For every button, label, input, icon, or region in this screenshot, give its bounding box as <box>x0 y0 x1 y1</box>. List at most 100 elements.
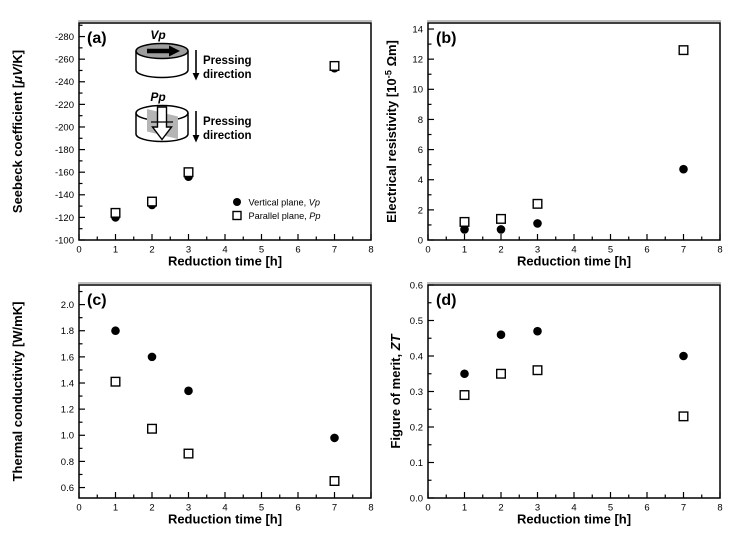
data-point-pp-x1 <box>110 376 121 387</box>
pp-down-arrow <box>151 106 173 141</box>
legend-label: Parallel plane, Pp <box>249 211 321 221</box>
panel-a: 0 1 2 3 4 5 6 7 8 -280 -260 -240 -220 -200 -180 -160 -14… <box>10 20 374 269</box>
data-point-pp-x1 <box>110 207 121 218</box>
data-point-vp-x7 <box>330 433 339 443</box>
data-point-vp-x3 <box>184 386 193 396</box>
legend-open-square-icon <box>232 210 242 221</box>
y-tick-label: -120 <box>55 213 74 224</box>
data-point-pp-x2 <box>496 368 507 379</box>
x-tick-label: 6 <box>295 245 300 256</box>
y-tick-label: 0.4 <box>410 351 423 362</box>
data-point-vp-x2 <box>496 225 506 234</box>
data-point-pp-x3 <box>183 448 194 459</box>
y-tick-label: 2.0 <box>61 300 74 311</box>
x-tick-label: 3 <box>186 245 191 256</box>
plot-box <box>427 284 721 499</box>
y-tick-label: 0.6 <box>410 280 423 291</box>
pressing-direction-text: Pressing <box>203 116 252 128</box>
x-tick-label: 2 <box>149 245 154 256</box>
x-tick-label: 8 <box>368 503 373 514</box>
y-tick-label: 0.1 <box>410 458 423 469</box>
data-point-pp-x3 <box>532 198 543 209</box>
x-tick-label: 6 <box>644 245 649 256</box>
x-tick-label: 5 <box>608 245 613 256</box>
y-tick-label: -180 <box>55 145 74 156</box>
y-tick-label: 1.2 <box>61 405 74 416</box>
data-points <box>110 60 340 222</box>
y-tick-label: 10 <box>412 85 423 96</box>
y-tick-label: -220 <box>55 100 74 111</box>
legend-filled-circle-icon <box>233 198 241 206</box>
x-tick-label: 2 <box>498 245 503 256</box>
data-point-vp-x3 <box>533 326 542 336</box>
y-tick-label: 1.6 <box>61 352 74 363</box>
x-tick-label: 1 <box>462 503 467 514</box>
y-tick-label: 12 <box>412 55 423 66</box>
x-tick-label: 2 <box>498 503 503 514</box>
y-tick-label: 0.5 <box>410 316 423 327</box>
y-tick-label: -240 <box>55 77 74 88</box>
x-tick-label: 3 <box>535 245 540 256</box>
data-point-vp-x1 <box>460 225 469 234</box>
x-tick-label: 2 <box>149 503 154 514</box>
x-tick-label: 8 <box>717 503 722 514</box>
pressing-direction-inset: Vp Pressing direction Pp Pressing direction <box>135 28 252 143</box>
pressing-direction-text: direction <box>203 69 252 81</box>
data-point-pp-x7 <box>678 45 689 56</box>
y-tick-label: -100 <box>55 235 74 246</box>
x-axis-title: Reduction time [h] <box>168 254 282 269</box>
data-points <box>459 326 689 422</box>
data-point-pp-x2 <box>496 213 507 224</box>
data-point-vp-x7 <box>679 164 688 174</box>
x-tick-label: 8 <box>717 245 722 256</box>
data-point-pp-x1 <box>459 390 470 401</box>
panel-d: 0 1 2 3 4 5 6 7 8 0.0 0.1 0.2 0.3 0.4 0.5 0.6 (d) Reducti… <box>388 280 723 526</box>
panel-c: 0 1 2 3 4 5 6 7 8 0.6 0.8 1.0 1.2 1.4 1.6 1.8 2.0 (c) Redu… <box>10 282 374 527</box>
y-tick-label: 0 <box>418 235 423 246</box>
inset-vp-label: Vp <box>150 28 165 42</box>
x-tick-label: 8 <box>368 245 373 256</box>
x-tick-label: 6 <box>644 503 649 514</box>
x-tick-label: 3 <box>535 503 540 514</box>
pressing-direction-text: Pressing <box>203 55 252 67</box>
data-points <box>459 45 689 234</box>
x-tick-label: 7 <box>332 245 337 256</box>
y-tick-label: 0.6 <box>61 483 74 494</box>
data-point-pp-x3 <box>183 167 194 178</box>
panel-letter-a: (a) <box>87 30 107 47</box>
x-tick-label: 7 <box>681 245 686 256</box>
y-tick-label: 4 <box>418 175 423 186</box>
y-axis-title: Seebeck coefficient [μV/K] <box>10 50 25 213</box>
x-tick-label: 4 <box>571 503 576 514</box>
panel-letter-d: (d) <box>436 292 456 309</box>
y-tick-label: 14 <box>412 24 423 35</box>
axis-ticks <box>78 290 372 498</box>
y-tick-label: 1.0 <box>61 431 74 442</box>
axis-ticks <box>427 284 721 499</box>
data-point-pp-x1 <box>459 216 470 227</box>
x-tick-label: 5 <box>259 245 264 256</box>
data-point-pp-x7 <box>678 411 689 422</box>
data-point-pp-x7 <box>329 476 340 487</box>
x-tick-label: 5 <box>608 503 613 514</box>
x-tick-label: 7 <box>681 503 686 514</box>
y-tick-label: 0.8 <box>61 457 74 468</box>
y-axis-title: Figure of merit, ZT <box>388 333 403 448</box>
x-tick-label: 0 <box>76 245 81 256</box>
legend: Vertical plane, Vp Parallel plane, Pp <box>232 197 321 221</box>
y-tick-label: 0.3 <box>410 387 423 398</box>
plot-box <box>78 284 372 499</box>
x-tick-label: 1 <box>113 503 118 514</box>
inset-pp-label: Pp <box>150 90 165 104</box>
x-tick-label: 0 <box>425 245 430 256</box>
y-tick-label: 1.8 <box>61 326 74 337</box>
x-tick-label: 1 <box>462 245 467 256</box>
panel-letter-b: (b) <box>436 30 456 47</box>
x-axis-title: Reduction time [h] <box>517 512 631 527</box>
y-tick-label: -160 <box>55 168 74 179</box>
data-point-pp-x3 <box>532 365 543 376</box>
x-axis-title: Reduction time [h] <box>517 254 631 269</box>
